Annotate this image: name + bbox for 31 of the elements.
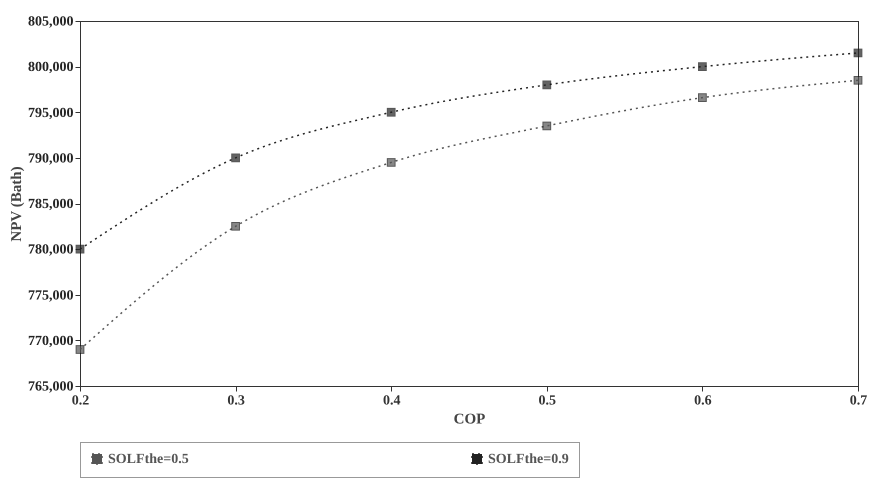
y-tick-label: 765,000	[28, 380, 74, 394]
x-tick-label: 0.6	[694, 394, 712, 408]
y-tick-label: 785,000	[28, 197, 74, 212]
point	[231, 222, 240, 231]
point	[386, 158, 396, 167]
point	[854, 76, 862, 85]
point	[231, 154, 240, 162]
y-tick-label: 770,000	[28, 334, 74, 349]
legend-label: SOLFthe=0.5	[108, 452, 189, 467]
x-tick-label: 0.3	[227, 394, 245, 408]
x-axis-title: COP	[454, 412, 486, 428]
point	[698, 93, 707, 102]
point	[698, 62, 707, 71]
x-tick-label: 0.2	[72, 394, 90, 408]
x-tick-label: 0.5	[538, 394, 556, 408]
point	[76, 244, 84, 254]
y-tick-label: 790,000	[28, 151, 74, 166]
y-tick-label: 795,000	[28, 106, 74, 121]
point	[386, 108, 396, 117]
y-tick-label: 780,000	[28, 242, 74, 258]
y-tick-label: 805,000	[28, 14, 74, 30]
y-tick-label: 800,000	[28, 60, 74, 76]
point	[542, 80, 552, 90]
point	[542, 122, 552, 130]
point	[76, 345, 84, 354]
x-tick-label: 0.7	[850, 394, 868, 408]
y-tick-label: 775,000	[28, 288, 74, 304]
point	[854, 48, 862, 58]
y-axis-title: NPV (Bath)	[9, 166, 25, 242]
x-tick-label: 0.4	[382, 394, 400, 408]
legend-label: SOLFthe=0.9	[488, 452, 569, 467]
